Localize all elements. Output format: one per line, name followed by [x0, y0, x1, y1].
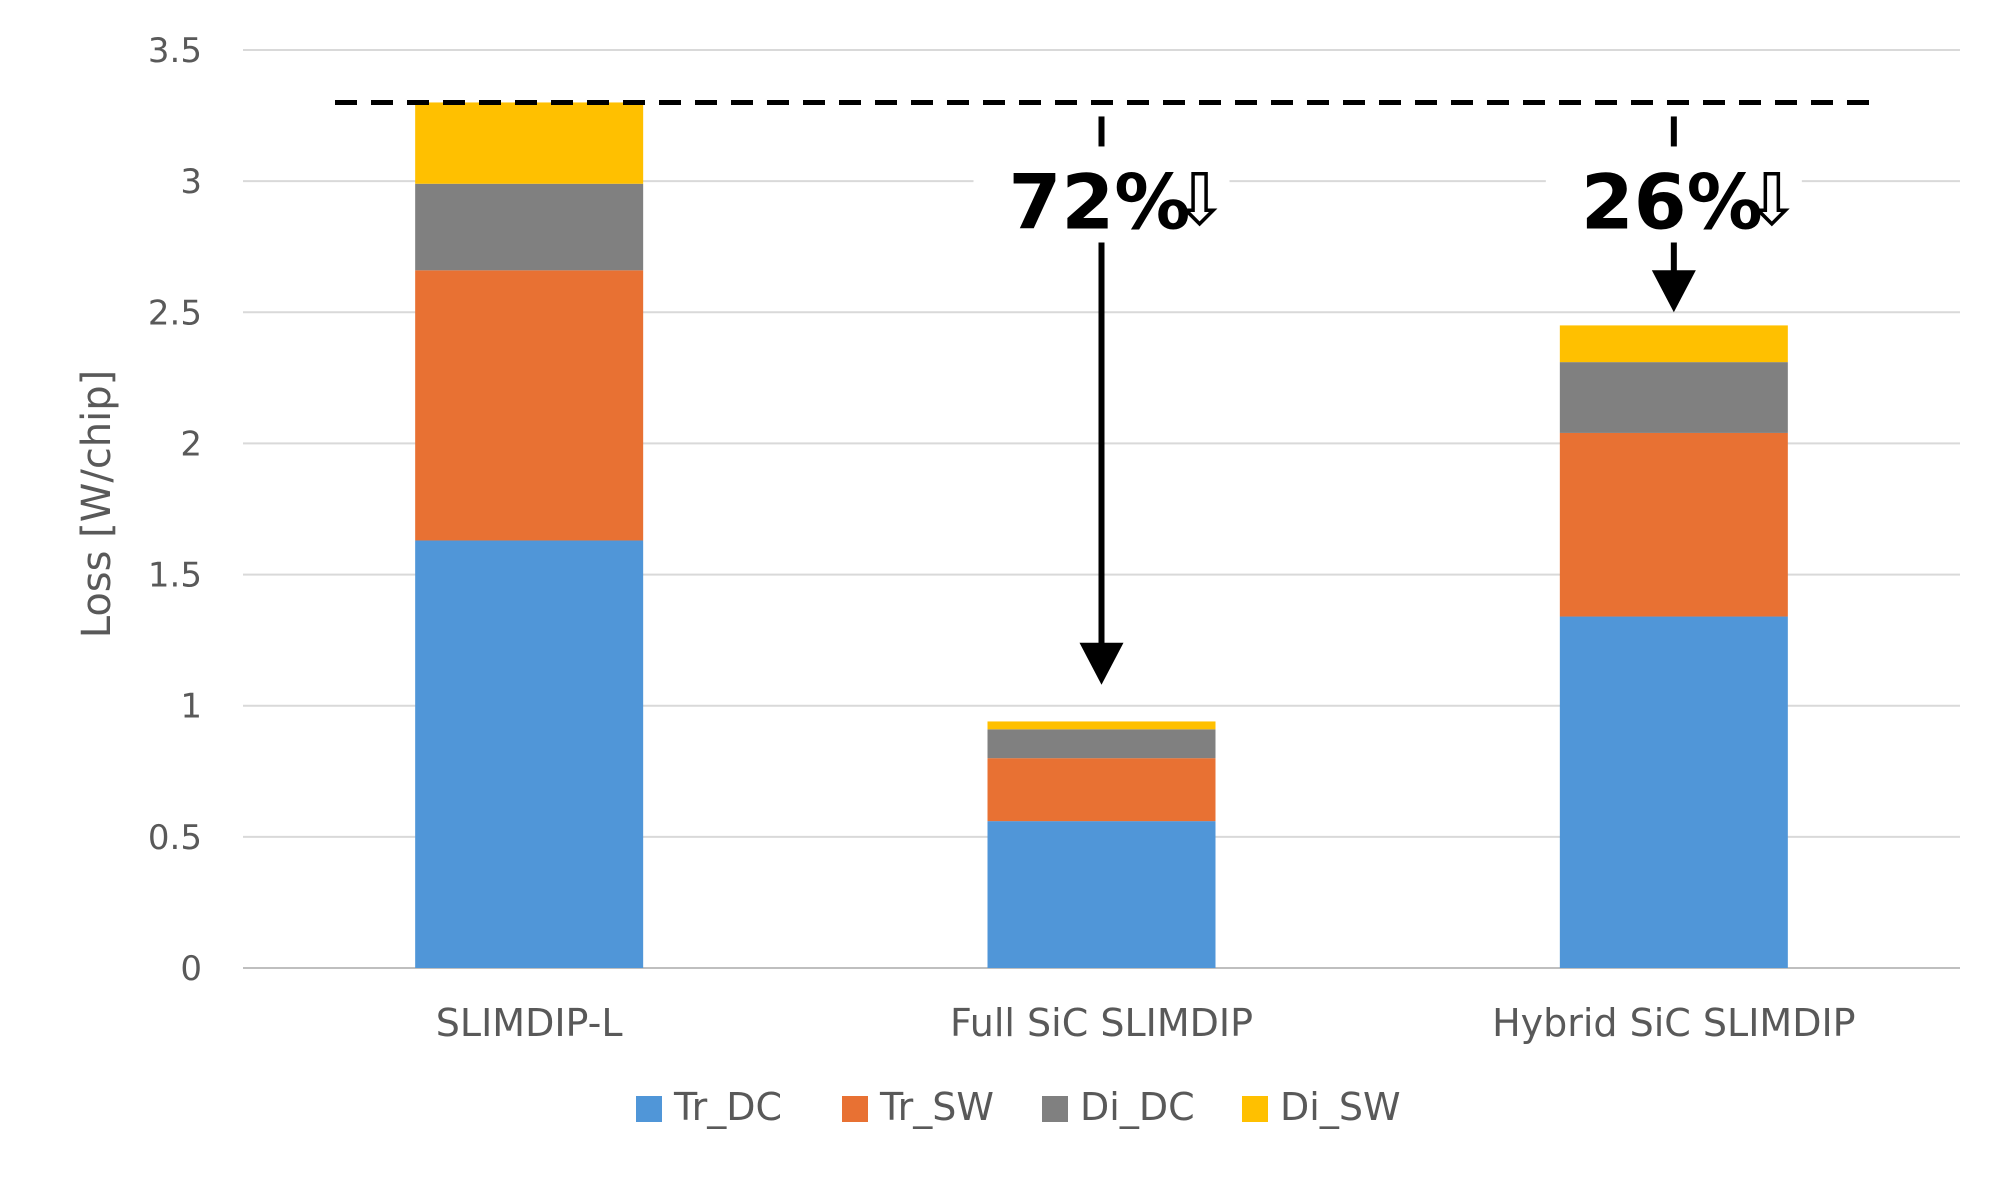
reduction-label: 72%	[1009, 157, 1191, 246]
y-tick-label: 1	[180, 687, 202, 727]
x-tick-label: Hybrid SiC SLIMDIP	[1492, 1001, 1856, 1045]
y-tick-label: 3.5	[148, 31, 202, 71]
arrow-head	[1079, 642, 1124, 685]
y-axis-ticks: 0 0.5 1 1.5 2 2.5 3 3.5	[148, 31, 202, 989]
legend-swatch	[636, 1096, 662, 1122]
legend-label: Di_SW	[1280, 1085, 1401, 1129]
x-tick-label: Full SiC SLIMDIP	[950, 1001, 1253, 1045]
bar-di-sw	[415, 102, 644, 184]
bar-tr-dc	[1559, 616, 1788, 968]
bar-di-sw	[987, 721, 1216, 730]
y-tick-label: 0.5	[148, 818, 202, 858]
label-background	[973, 160, 1230, 243]
bar-tr-dc	[987, 821, 1216, 968]
y-tick-label: 2	[180, 424, 202, 464]
down-outline-arrow-icon: ⇩	[1169, 157, 1229, 241]
legend: Tr_DC Tr_SW Di_DC Di_SW	[636, 1085, 1401, 1129]
bar-di-dc	[987, 729, 1216, 759]
y-tick-label: 2.5	[148, 293, 202, 333]
y-axis-title: Loss [W/chip]	[74, 370, 120, 639]
label-background	[1545, 160, 1802, 243]
y-tick-label: 0	[180, 949, 202, 989]
y-tick-label: 1.5	[148, 556, 202, 596]
bar-di-sw	[1559, 325, 1788, 363]
y-tick-label: 3	[180, 162, 202, 202]
reduction-label: 26%	[1581, 157, 1763, 246]
annotations: 72%⇩ 26%⇩	[335, 99, 1870, 685]
arrow-head	[1651, 270, 1696, 313]
bar-di-dc	[415, 183, 644, 271]
down-outline-arrow-icon: ⇩	[1742, 157, 1802, 241]
bar-tr-dc	[415, 540, 644, 968]
bar-di-dc	[1559, 362, 1788, 433]
x-axis-labels: SLIMDIP-L Full SiC SLIMDIP Hybrid SiC SLIM…	[436, 1001, 1856, 1045]
legend-label: Tr_SW	[879, 1085, 994, 1129]
legend-swatch	[842, 1096, 868, 1122]
bar-tr-sw	[415, 270, 644, 541]
bar-tr-sw	[987, 758, 1216, 822]
legend-label: Tr_DC	[673, 1085, 782, 1129]
bar-tr-sw	[1559, 432, 1788, 617]
x-tick-label: SLIMDIP-L	[436, 1001, 623, 1045]
bars	[415, 102, 1788, 968]
legend-swatch	[1042, 1096, 1068, 1122]
legend-swatch	[1242, 1096, 1268, 1122]
legend-label: Di_DC	[1080, 1085, 1195, 1129]
